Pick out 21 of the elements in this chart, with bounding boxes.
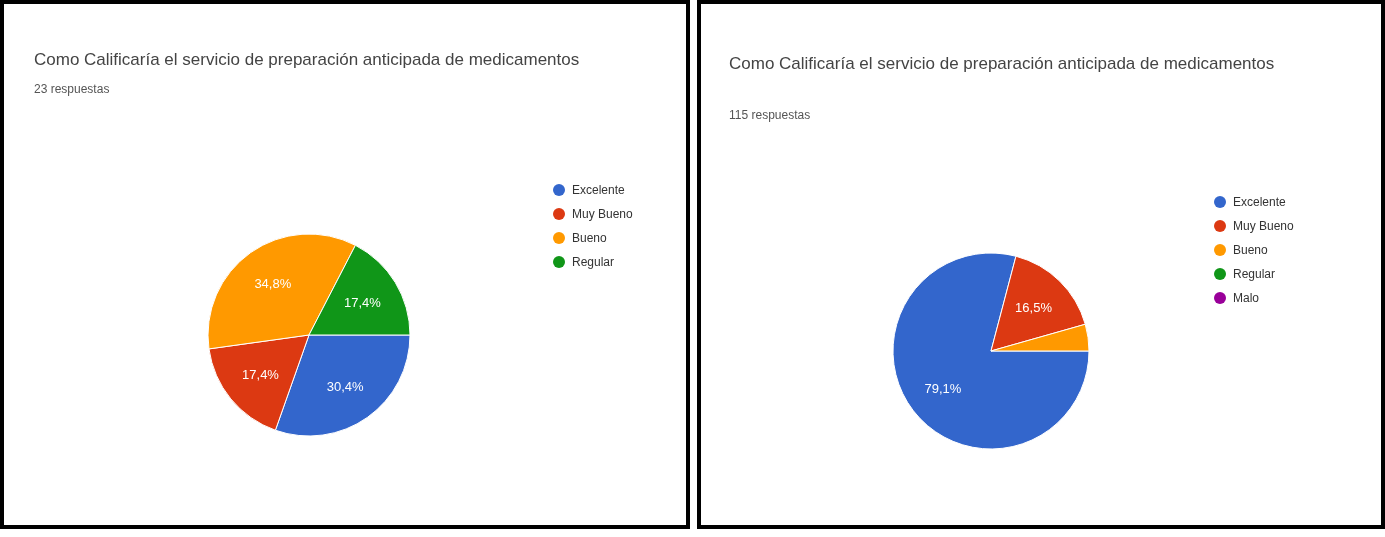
data-label: 34,8% — [254, 276, 292, 292]
pie-slice — [892, 252, 1090, 450]
text: 23 respuestas — [34, 82, 110, 96]
data-label: 17,4% — [344, 294, 382, 310]
legend-label: Bueno — [1233, 243, 1268, 257]
legend-label: Bueno — [572, 231, 607, 245]
data-label: 79,1% — [924, 380, 962, 396]
legend-label: Excelente — [1233, 195, 1286, 209]
pie-slice — [990, 255, 1086, 352]
legend-label: Muy Bueno — [1233, 219, 1294, 233]
legend-label: Regular — [572, 255, 615, 269]
legend-label: Regular — [1233, 267, 1276, 281]
legend-label: Excelente — [572, 183, 625, 197]
chart-title: Como Calificaría el servicio de preparación anticipada de medicamentos — [729, 54, 1275, 74]
chart-title: Como Calificaría el servicio de preparación anticipada de medicamentos — [34, 50, 580, 70]
text: 115 respuestas — [729, 108, 811, 122]
legend-label: Muy Bueno — [572, 207, 633, 221]
data-label: 17,4% — [242, 367, 280, 383]
data-label: 16,5% — [1015, 300, 1053, 316]
data-label: 30,4% — [326, 378, 365, 394]
legend-label: Malo — [1233, 291, 1260, 305]
